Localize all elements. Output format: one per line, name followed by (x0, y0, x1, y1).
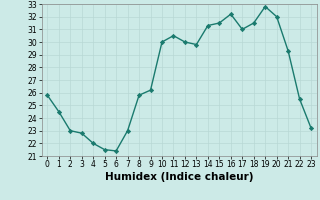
X-axis label: Humidex (Indice chaleur): Humidex (Indice chaleur) (105, 172, 253, 182)
